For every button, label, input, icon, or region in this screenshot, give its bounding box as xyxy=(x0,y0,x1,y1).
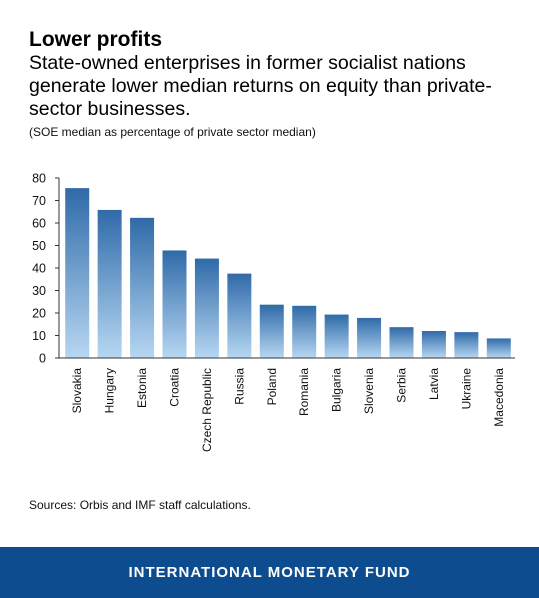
y-tick-label: 10 xyxy=(32,329,46,343)
bar-serbia xyxy=(389,327,414,358)
x-tick-label: Hungary xyxy=(103,368,117,413)
bar-chart: Slovakia Hungary Estonia Croatia Czech Repub… xyxy=(32,172,515,452)
bar-russia xyxy=(227,273,252,358)
x-tick-label: Serbia xyxy=(395,368,409,403)
x-tick-label: Slovenia xyxy=(362,368,376,414)
bar-estonia xyxy=(130,217,155,358)
y-tick-label: 40 xyxy=(32,262,46,276)
y-tick-label: 30 xyxy=(32,284,46,298)
source-note: Sources: Orbis and IMF staff calculation… xyxy=(29,498,251,512)
bar-slovakia xyxy=(65,188,90,358)
x-tick-label: Ukraine xyxy=(459,368,473,410)
footer-brand-label: INTERNATIONAL MONETARY FUND xyxy=(128,564,411,581)
bar-romania xyxy=(292,305,317,358)
x-tick-label: Czech Republic xyxy=(200,368,214,452)
chart-note: (SOE median as percentage of private sec… xyxy=(29,125,316,139)
bar-croatia xyxy=(162,250,187,358)
y-tick-label: 70 xyxy=(32,194,46,208)
bar-slovenia xyxy=(357,317,382,358)
y-tick-label: 80 xyxy=(32,172,46,186)
bar-latvia xyxy=(421,331,446,358)
y-tick-label: 60 xyxy=(32,217,46,231)
x-tick-label: Croatia xyxy=(168,368,182,407)
footer-brand-bar: INTERNATIONAL MONETARY FUND xyxy=(0,547,539,598)
x-tick-label: Latvia xyxy=(427,368,441,400)
x-tick-label: Romania xyxy=(297,368,311,416)
chart-subtitle: State-owned enterprises in former social… xyxy=(29,52,492,120)
x-tick-label: Estonia xyxy=(135,368,149,408)
bar-macedonia xyxy=(486,338,511,358)
chart-title: Lower profits xyxy=(29,28,163,51)
x-tick-label: Slovakia xyxy=(70,368,84,414)
bar-bulgaria xyxy=(324,314,349,358)
y-tick-label: 50 xyxy=(32,239,46,253)
bar-czech-republic xyxy=(194,258,219,358)
x-tick-label: Bulgaria xyxy=(330,368,344,412)
y-tick-label: 20 xyxy=(32,307,46,321)
y-tick-label: 0 xyxy=(39,352,46,366)
x-tick-label: Macedonia xyxy=(492,368,506,427)
bar-hungary xyxy=(97,209,122,358)
x-tick-label: Russia xyxy=(232,368,246,405)
bar-poland xyxy=(259,304,284,358)
bar-ukraine xyxy=(454,332,479,358)
x-tick-label: Poland xyxy=(265,368,279,405)
